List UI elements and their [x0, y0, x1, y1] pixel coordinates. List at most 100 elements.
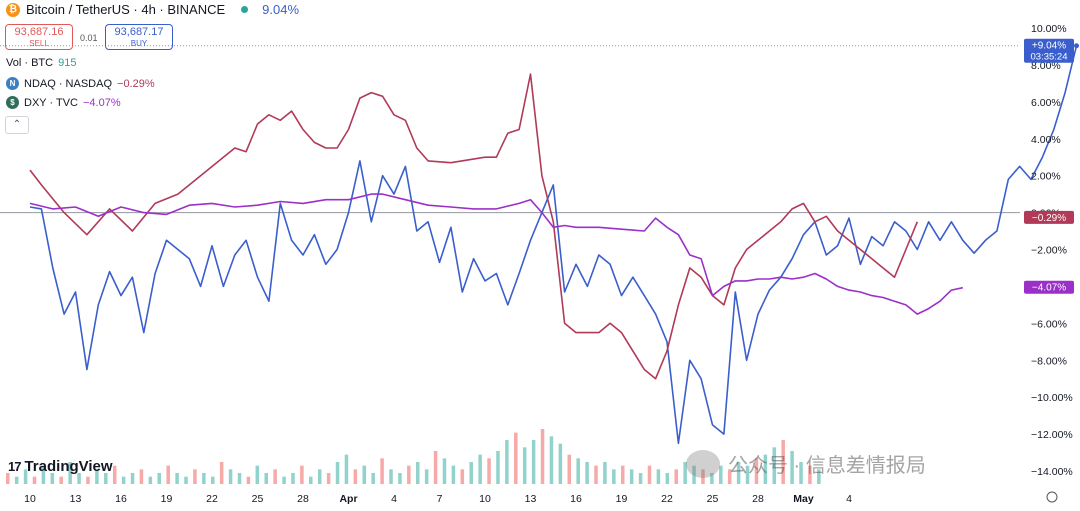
- volume-bar: [710, 473, 714, 484]
- x-tick-label: 13: [70, 493, 82, 505]
- volume-bar: [389, 469, 393, 484]
- volume-bar: [121, 476, 126, 484]
- volume-bar: [629, 469, 634, 484]
- volume-bar: [184, 476, 188, 484]
- y-tick-label: 2.00%: [1031, 171, 1061, 183]
- volume-bar: [344, 454, 349, 484]
- buy-button[interactable]: 93,687.17 BUY: [105, 24, 173, 50]
- volume-bar: [460, 469, 465, 484]
- volume-bar: [745, 465, 750, 484]
- volume-bar: [41, 465, 46, 484]
- countdown-text: 03:35:24: [1031, 52, 1068, 63]
- x-tick-label: 7: [437, 493, 443, 505]
- y-tick-label: −14.00%: [1031, 466, 1073, 478]
- volume-bar: [14, 476, 19, 484]
- x-tick-label: May: [793, 493, 814, 505]
- bitcoin-icon: ₿: [6, 2, 20, 17]
- volume-bar: [781, 440, 785, 484]
- sell-button[interactable]: 93,687.16 SELL: [5, 24, 73, 50]
- volume-bar: [68, 462, 72, 484]
- x-tick-label: 22: [206, 493, 218, 505]
- volume-bar: [317, 469, 322, 484]
- volume-bar: [576, 458, 580, 484]
- volume-bar: [549, 436, 554, 484]
- collapse-legend-button[interactable]: ⌃: [5, 116, 29, 134]
- legend-ndaq[interactable]: N NDAQ · NASDAQ −0.29%: [6, 77, 155, 90]
- x-tick-label: 10: [479, 493, 491, 505]
- dxy-last-label-text: −4.07%: [1032, 283, 1066, 294]
- volume-bar: [300, 465, 304, 484]
- volume-bar: [772, 447, 777, 484]
- dollar-icon: $: [6, 96, 19, 109]
- symbol-header[interactable]: ₿ Bitcoin / TetherUS · 4h · BINANCE 9.04…: [6, 2, 299, 17]
- btc-last-point: [1074, 43, 1079, 49]
- volume-bar: [380, 458, 384, 484]
- sell-price: 93,687.16: [14, 26, 64, 38]
- tradingview-logo[interactable]: 17 TradingView: [8, 458, 113, 475]
- volume-bar: [540, 429, 545, 484]
- volume-bar: [505, 440, 509, 484]
- volume-bar: [416, 462, 420, 484]
- dxy-change: −4.07%: [83, 96, 121, 109]
- volume-bar: [193, 469, 197, 484]
- watermark: 公众号 · 信息差情报局: [686, 449, 926, 478]
- ndaq-change: −0.29%: [117, 77, 155, 90]
- volume-bar: [237, 473, 242, 484]
- symbol-change: 9.04%: [262, 2, 300, 17]
- volume-bar: [612, 469, 616, 484]
- volume-bar: [398, 473, 402, 484]
- volume-label: Vol · BTC: [6, 57, 54, 69]
- dxy-last-label: [1024, 280, 1074, 294]
- volume-bar: [567, 454, 572, 484]
- settings-icon[interactable]: [1046, 491, 1058, 503]
- volume-bar: [273, 469, 277, 484]
- volume-bar: [665, 473, 670, 484]
- volume-bar: [558, 443, 563, 484]
- volume-bar: [808, 465, 812, 484]
- volume-bar: [255, 465, 260, 484]
- volume-bar: [130, 473, 135, 484]
- legend-dxy[interactable]: $ DXY · TVC −4.07%: [6, 96, 121, 109]
- x-tick-label: 22: [661, 493, 673, 505]
- x-tick-label: 19: [161, 493, 173, 505]
- ndaq-last-label: [1024, 210, 1074, 224]
- volume-bar: [23, 469, 28, 484]
- volume-bar: [407, 465, 411, 484]
- series-lines: [29, 43, 1079, 445]
- volume-bar: [291, 473, 295, 484]
- price-axis: 10.00%8.00%6.00%4.00%2.00%0.00%−2.00%−4.…: [1031, 23, 1073, 478]
- y-tick-label: 8.00%: [1031, 60, 1061, 72]
- volume-bar: [211, 476, 215, 484]
- volume-bar: [166, 465, 170, 484]
- dxy-label: DXY · TVC: [24, 96, 78, 109]
- volume-bar: [647, 465, 652, 484]
- volume-bar: [514, 432, 518, 484]
- tradingview-logo-text: TradingView: [24, 458, 113, 475]
- volume-bar: [95, 469, 99, 484]
- volume-bar: [727, 469, 732, 484]
- legend-volume[interactable]: Vol · BTC 915: [6, 57, 76, 69]
- volume-bar: [264, 473, 268, 484]
- volume-bar: [335, 462, 340, 484]
- x-tick-label: 4: [391, 493, 397, 505]
- volume-bar: [674, 469, 678, 484]
- volume-bar: [282, 476, 286, 484]
- x-tick-label: 28: [752, 493, 764, 505]
- y-tick-label: −6.00%: [1031, 318, 1067, 330]
- volume-bar: [754, 458, 759, 484]
- symbol-title[interactable]: Bitcoin / TetherUS · 4h · BINANCE: [26, 2, 226, 17]
- zero-line: [0, 45, 1020, 214]
- volume-bar: [487, 458, 491, 484]
- volume-bar: [139, 469, 144, 484]
- time-axis: 10 13 16 19 22 25 28 Apr 4 7 10 13 16 19 22 25 28 May 4: [24, 491, 1058, 505]
- volume-bar: [202, 473, 206, 484]
- volume-bar: [683, 462, 687, 484]
- dxy-series-line: [29, 193, 963, 315]
- x-tick-label: 16: [570, 493, 582, 505]
- volume-bar: [50, 473, 55, 484]
- volume-bar: [638, 473, 643, 484]
- x-tick-label: 19: [616, 493, 628, 505]
- x-tick-label: 25: [707, 493, 719, 505]
- volume-bar: [719, 465, 723, 484]
